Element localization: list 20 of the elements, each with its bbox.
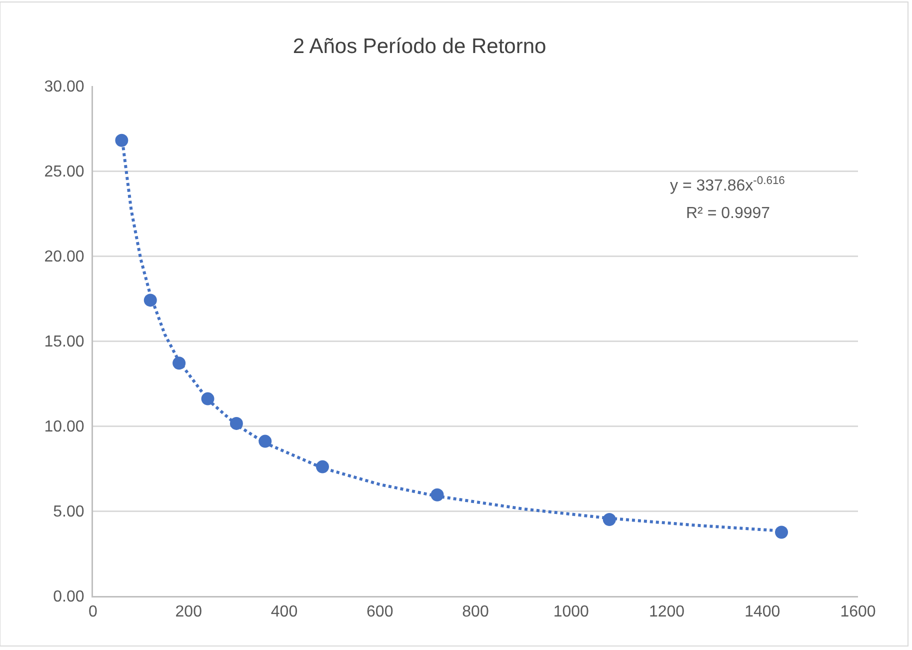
y-tick-label: 15.00 bbox=[44, 334, 84, 351]
annotation: R² = 0.9997 bbox=[686, 205, 770, 222]
x-tick-label: 1000 bbox=[553, 604, 590, 621]
x-tick-label: 200 bbox=[175, 604, 202, 621]
chart-title: 2 Años Período de Retorno bbox=[292, 34, 546, 58]
y-tick-label: 25.00 bbox=[44, 164, 84, 181]
x-tick-label: 0 bbox=[88, 604, 98, 621]
y-tick-label: 20.00 bbox=[44, 248, 84, 266]
x-tick-label: 1600 bbox=[840, 604, 876, 621]
annotation: y = 337.86x$^{-0.616}$ bbox=[670, 175, 785, 195]
x-tick-label: 800 bbox=[462, 604, 489, 621]
x-tick-label: 1200 bbox=[648, 604, 685, 621]
x-tick-label: 400 bbox=[270, 604, 298, 621]
y-tick-label: 0.00 bbox=[53, 588, 84, 606]
y-tick-label: 30.00 bbox=[44, 78, 84, 96]
x-tick-label: 1400 bbox=[744, 604, 780, 621]
y-tick-label: 5.00 bbox=[53, 504, 84, 521]
point bbox=[775, 526, 788, 539]
x-tick-label: 600 bbox=[366, 604, 394, 621]
y-tick-label: 10.00 bbox=[44, 418, 84, 436]
